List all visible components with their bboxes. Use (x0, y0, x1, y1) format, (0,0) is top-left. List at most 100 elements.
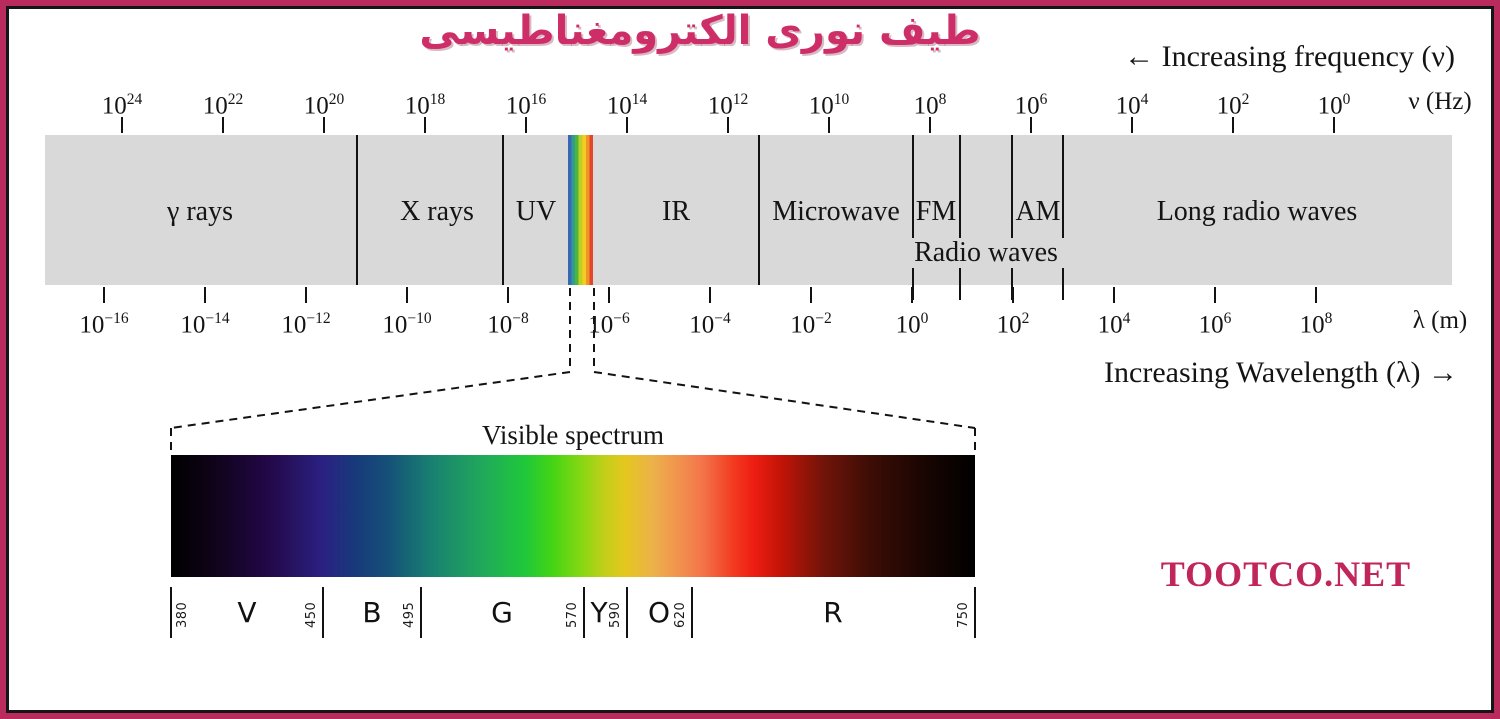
frequency-tick-label: 1016 (505, 91, 547, 120)
page-title: طیف نوری الکترومغناطیسی (419, 8, 981, 54)
frequency-tick-label-exponent: 10 (833, 91, 850, 108)
frequency-tick-mark (424, 117, 426, 133)
em-band (45, 135, 1452, 285)
wavelength-tick-label: 10−6 (588, 310, 630, 339)
frequency-tick-label: 104 (1115, 91, 1149, 120)
frequency-tick-label-exponent: 14 (631, 91, 648, 108)
wavelength-tick-mark (709, 287, 711, 303)
spectrum-boundary-tick (170, 587, 172, 638)
wavelength-tick-mark (204, 287, 206, 303)
wavelength-tick-mark (507, 287, 509, 303)
wavelength-tick-label-exponent: −8 (512, 310, 529, 327)
wavelength-tick-mark (1214, 287, 1216, 303)
wavelength-tick-mark (103, 287, 105, 303)
wavelength-tick-label: 10−4 (689, 310, 731, 339)
frequency-tick-mark (828, 117, 830, 133)
wavelength-tick-mark (1315, 287, 1317, 303)
wavelength-tick-label-exponent: 8 (1324, 310, 1333, 327)
wavelength-tick-label: 10−14 (180, 310, 230, 339)
visible-light-strip (568, 135, 593, 285)
increasing-wavelength-label: Increasing Wavelength (λ) → (1104, 356, 1458, 389)
wavelength-tick-label: 102 (996, 310, 1030, 339)
wavelength-tick-mark (608, 287, 610, 303)
frequency-tick-mark (222, 117, 224, 133)
wavelength-tick-label: 106 (1198, 310, 1232, 339)
wavelength-tick-label-exponent: 2 (1021, 310, 1030, 327)
wavelength-tick-mark (911, 287, 913, 303)
frequency-tick-label: 1018 (404, 91, 446, 120)
wavelength-tick-label: 104 (1097, 310, 1131, 339)
frequency-tick-label-exponent: 8 (938, 91, 947, 108)
wavelength-tick-mark (1113, 287, 1115, 303)
spectrum-boundary-tick (583, 587, 585, 638)
frequency-tick-label-exponent: 22 (227, 91, 244, 108)
band-segment-label: AM (1015, 196, 1061, 227)
spectrum-region-letter: B (362, 596, 382, 629)
band-segment-label: Long radio waves (1156, 196, 1358, 227)
spectrum-boundary-tick (626, 587, 628, 638)
frequency-tick-label: 1012 (707, 91, 749, 120)
band-divider (758, 135, 760, 285)
frequency-unit-label: ν (Hz) (1408, 88, 1472, 115)
band-segment-label: γ rays (166, 196, 234, 227)
frequency-tick-mark (626, 117, 628, 133)
spectrum-boundary-label: 450 (304, 601, 319, 629)
frequency-tick-label-exponent: 20 (328, 91, 345, 108)
spectrum-boundary-tick (691, 587, 693, 638)
band-divider (502, 135, 504, 285)
frequency-tick-mark (1232, 117, 1234, 133)
wavelength-tick-label-exponent: −2 (815, 310, 832, 327)
frequency-tick-mark (1131, 117, 1133, 133)
band-divider-extended (959, 135, 961, 300)
frequency-tick-mark (525, 117, 527, 133)
spectrum-boundary-label: 570 (565, 601, 580, 629)
band-divider-extended (1011, 135, 1013, 300)
watermark-text: TOOTCO.NET (1160, 554, 1412, 594)
spectrum-region-letter: V (237, 596, 257, 629)
frequency-tick-label-exponent: 4 (1140, 91, 1149, 108)
band-segment-label: Microwave (772, 196, 900, 227)
frequency-tick-label: 106 (1014, 91, 1048, 120)
wavelength-tick-mark (810, 287, 812, 303)
frequency-tick-label: 1010 (808, 91, 850, 120)
spectrum-boundary-label: 495 (402, 601, 417, 629)
spectrum-region-letter: R (823, 596, 843, 629)
spectrum-region-letter: G (491, 596, 513, 629)
wavelength-tick-mark (1012, 287, 1014, 303)
frequency-tick-label-exponent: 16 (530, 91, 547, 108)
spectrum-boundary-tick (322, 587, 324, 638)
spectrum-boundary-label: 750 (956, 601, 971, 629)
wavelength-tick-label-exponent: −6 (613, 310, 630, 327)
spectrum-boundary-label: 380 (175, 601, 190, 629)
frequency-tick-label: 1022 (202, 91, 244, 120)
spectrum-boundary-tick (974, 587, 976, 638)
frequency-tick-label-exponent: 12 (732, 91, 749, 108)
wavelength-tick-label: 108 (1299, 310, 1333, 339)
frequency-tick-label-exponent: 2 (1241, 91, 1250, 108)
spectrum-boundary-label: 590 (608, 601, 623, 629)
wavelength-tick-mark (406, 287, 408, 303)
visible-spectrum-band (171, 455, 975, 577)
band-segment-label: X rays (400, 196, 474, 227)
wavelength-tick-label-exponent: −14 (205, 310, 230, 327)
wavelength-tick-label: 10−10 (382, 310, 432, 339)
visible-spectrum-label: Visible spectrum (481, 420, 665, 450)
frequency-tick-label: 1020 (303, 91, 345, 120)
frequency-tick-mark (1030, 117, 1032, 133)
frequency-tick-mark (727, 117, 729, 133)
wavelength-tick-label-exponent: 0 (920, 310, 929, 327)
frequency-tick-label: 102 (1216, 91, 1250, 120)
frequency-tick-mark (121, 117, 123, 133)
frequency-tick-mark (929, 117, 931, 133)
wavelength-tick-label-exponent: −4 (714, 310, 731, 327)
wavelength-tick-label-exponent: −12 (306, 310, 331, 327)
spectrum-boundary-label: 620 (673, 601, 688, 629)
wavelength-tick-label-exponent: −10 (407, 310, 432, 327)
frequency-tick-label: 1014 (606, 91, 648, 120)
wavelength-tick-label: 10−8 (487, 310, 529, 339)
frequency-tick-label: 1024 (101, 91, 143, 120)
wavelength-tick-label-exponent: −16 (104, 310, 129, 327)
band-segment-label: FM (915, 196, 957, 227)
wavelength-tick-label: 10−12 (281, 310, 331, 339)
